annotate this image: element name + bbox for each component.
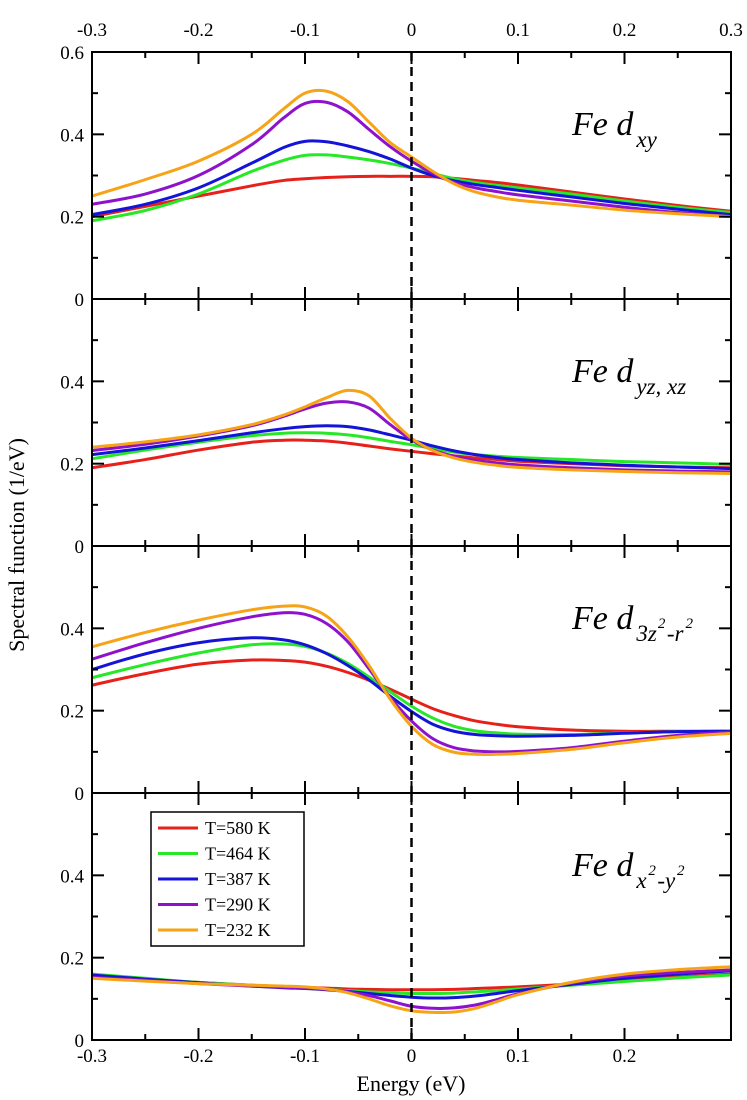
panel-label: Fe d <box>571 106 634 143</box>
panel-label-superscript: 2 <box>677 863 685 879</box>
panel-label-superscript: 2 <box>648 863 656 879</box>
panel-label-superscript: 2 <box>686 616 694 632</box>
legend-label: T=464 K <box>205 844 271 864</box>
panel-label: Fe d <box>571 353 634 390</box>
x-tick-label-top: 0.2 <box>613 20 637 41</box>
series-line-t-580-k <box>92 174 731 219</box>
axis-text-layer: 0 0.2 0.4 0.6 0 0.2 0.4 0 0.2 0.4 0 0.2 0.4 -0.3 -0.2 -… <box>4 20 743 1096</box>
legend-label: T=290 K <box>205 895 271 915</box>
panel-label-superscript: 2 <box>658 616 666 632</box>
panel-label-subscript: x <box>635 868 647 893</box>
x-tick-label-top: -0.2 <box>183 20 213 41</box>
y-tick-label: 0.4 <box>60 125 84 146</box>
y-tick-label: 0 <box>75 290 85 311</box>
y-tick-label: 0.2 <box>60 208 84 229</box>
series-line-t-290-k <box>92 99 731 219</box>
y-tick-label: 0.2 <box>60 949 84 970</box>
legend-label: T=232 K <box>205 920 271 940</box>
panel-label: Fe d <box>571 847 634 884</box>
x-axis-title: Energy (eV) <box>357 1071 466 1096</box>
x-tick-label-bottom: 0 <box>407 1046 417 1067</box>
series-line-t-232-k <box>92 604 731 756</box>
y-tick-label: 0.4 <box>60 619 84 640</box>
series-line-t-387-k <box>92 424 731 471</box>
series-line-t-232-k <box>92 388 731 476</box>
panel-4: Fe d x 2 -y 2 <box>91 792 732 1041</box>
x-tick-label-top: 0 <box>407 20 417 41</box>
panel-label-subscript: xy <box>635 127 657 152</box>
x-tick-label-top: 0.3 <box>719 20 743 41</box>
y-tick-label: 0 <box>75 784 85 805</box>
series-line-t-387-k <box>92 139 731 217</box>
series-line-t-290-k <box>92 611 731 754</box>
x-tick-label-bottom: -0.2 <box>183 1046 213 1067</box>
legend-label: T=580 K <box>205 818 271 838</box>
x-tick-label-bottom: 0.1 <box>506 1046 530 1067</box>
legend-label: T=387 K <box>205 869 271 889</box>
y-tick-label: 0.4 <box>60 866 84 887</box>
panel-label-subscript: -r <box>667 621 685 646</box>
y-tick-label: 0.4 <box>60 372 84 393</box>
x-tick-label-bottom: 0.2 <box>613 1046 637 1067</box>
x-tick-label-top: -0.1 <box>290 20 320 41</box>
panel-3: Fe d 3z 2 -r 2 <box>91 545 732 794</box>
panel-2: Fe d yz, xz <box>91 298 732 547</box>
y-tick-label: 0.6 <box>60 43 84 64</box>
series-line-t-580-k <box>92 658 731 733</box>
legend: T=580 K T=464 K T=387 K T=290 K T=232 K <box>150 811 305 947</box>
x-tick-label-top: -0.3 <box>77 20 107 41</box>
series-line-t-387-k <box>92 636 731 738</box>
series-line-t-464-k <box>92 431 731 466</box>
panel-label-subscript: yz, xz <box>634 374 686 399</box>
panel-1: Fe d xy <box>91 51 732 300</box>
x-tick-label-bottom: -0.3 <box>77 1046 107 1067</box>
y-tick-label: 0 <box>75 537 85 558</box>
y-tick-label: 0 <box>75 1031 85 1052</box>
x-tick-label-bottom: -0.1 <box>290 1046 320 1067</box>
x-tick-label-top: 0.1 <box>506 20 530 41</box>
y-tick-label: 0.2 <box>60 702 84 723</box>
series-line-t-464-k <box>92 153 731 223</box>
y-tick-label: 0.2 <box>60 455 84 476</box>
y-axis-title: Spectral function (1/eV) <box>4 438 29 652</box>
panel-label-subscript: 3z <box>635 621 657 646</box>
series-line-t-232-k <box>92 88 731 219</box>
panel-label-subscript: -y <box>657 868 676 893</box>
series-line-t-232-k <box>92 965 731 1015</box>
panel-label: Fe d <box>571 600 634 637</box>
